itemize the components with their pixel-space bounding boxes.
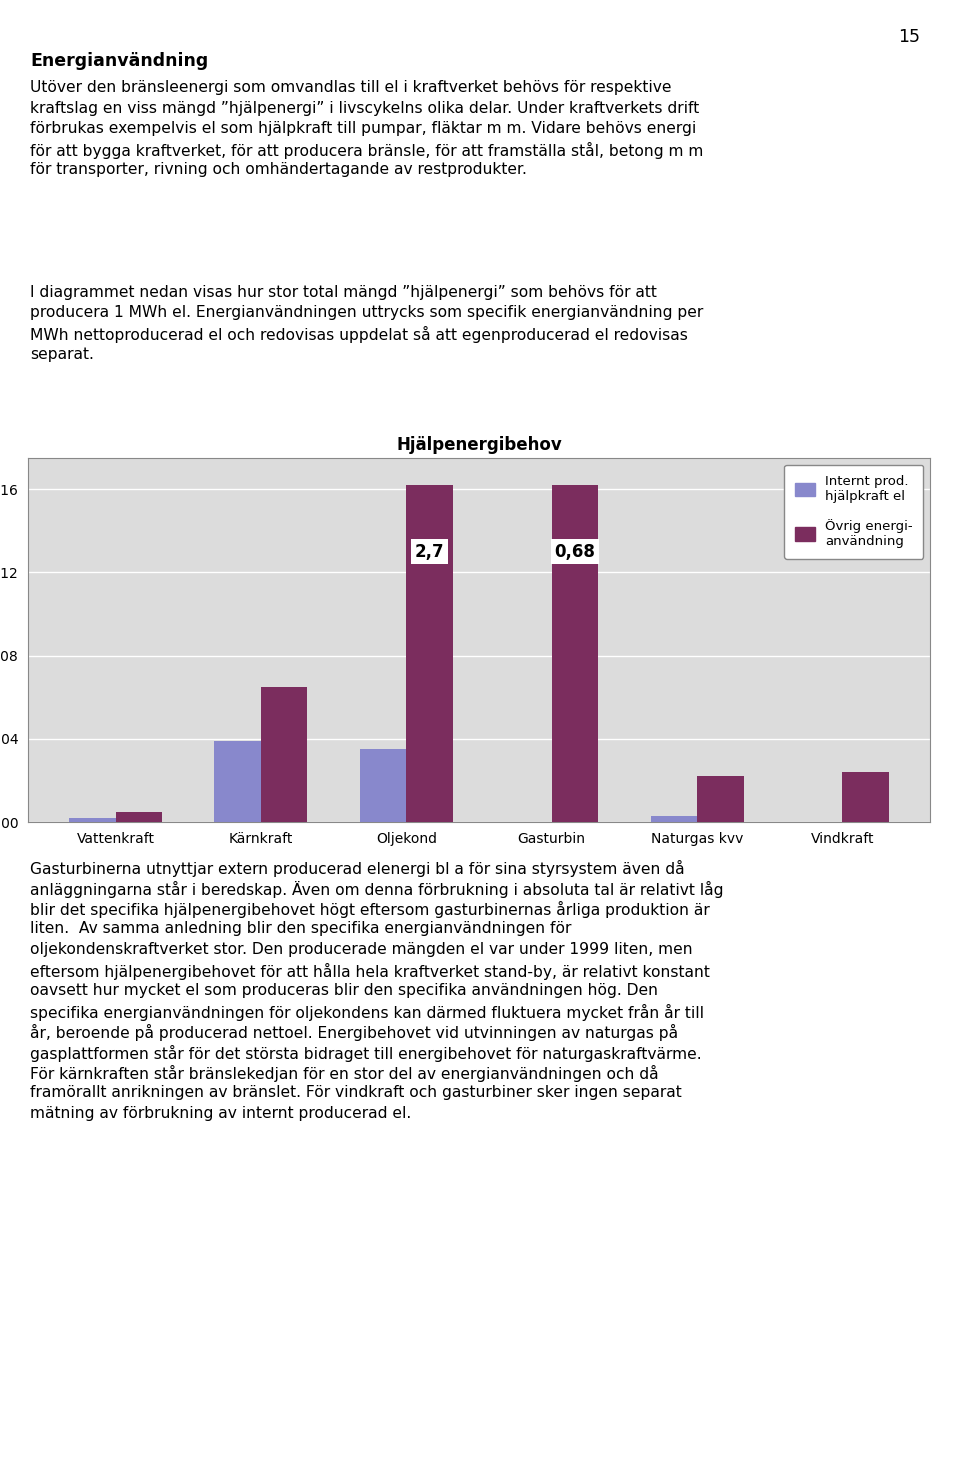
Legend: Internt prod.
hjälpkraft el, Övrig energi-
användning: Internt prod. hjälpkraft el, Övrig energ… bbox=[784, 465, 924, 558]
Text: 2,7: 2,7 bbox=[415, 542, 444, 560]
Text: oavsett hur mycket el som produceras blir den specifika användningen hög. Den: oavsett hur mycket el som produceras bli… bbox=[30, 982, 658, 999]
Text: specifika energianvändningen för oljekondens kan därmed fluktuera mycket från år: specifika energianvändningen för oljekon… bbox=[30, 1003, 704, 1020]
Text: kraftslag en viss mängd ”hjälpenergi” i livscykelns olika delar. Under kraftverk: kraftslag en viss mängd ”hjälpenergi” i … bbox=[30, 101, 699, 115]
Bar bbox=[552, 485, 598, 822]
Bar bbox=[214, 741, 261, 822]
Text: gasplattformen står för det största bidraget till energibehovet för naturgaskraf: gasplattformen står för det största bidr… bbox=[30, 1044, 702, 1061]
Text: För kärnkraften står bränslekedjan för en stor del av energianvändningen och då: För kärnkraften står bränslekedjan för e… bbox=[30, 1064, 659, 1082]
Text: separat.: separat. bbox=[30, 346, 94, 361]
Bar bbox=[843, 772, 889, 822]
Text: för transporter, rivning och omhändertagande av restprodukter.: för transporter, rivning och omhändertag… bbox=[30, 162, 527, 177]
Text: producera 1 MWh el. Energianvändningen uttrycks som specifik energianvändning pe: producera 1 MWh el. Energianvändningen u… bbox=[30, 306, 704, 320]
Text: Gasturbinerna utnyttjar extern producerad elenergi bl a för sina styrsystem även: Gasturbinerna utnyttjar extern producera… bbox=[30, 860, 684, 877]
Title: Hjälpenergibehov: Hjälpenergibehov bbox=[396, 436, 562, 453]
Text: 15: 15 bbox=[898, 28, 920, 45]
Bar bbox=[651, 816, 697, 822]
Bar bbox=[115, 811, 162, 822]
Bar bbox=[261, 687, 307, 822]
Text: eftersom hjälpenergibehovet för att hålla hela kraftverket stand-by, är relativt: eftersom hjälpenergibehovet för att håll… bbox=[30, 962, 709, 980]
Text: MWh nettoproducerad el och redovisas uppdelat så att egenproducerad el redovisas: MWh nettoproducerad el och redovisas upp… bbox=[30, 326, 688, 344]
Bar bbox=[360, 749, 406, 822]
Text: I diagrammet nedan visas hur stor total mängd ”hjälpenergi” som behövs för att: I diagrammet nedan visas hur stor total … bbox=[30, 285, 657, 300]
Text: år, beroende på producerad nettoel. Energibehovet vid utvinningen av naturgas på: år, beroende på producerad nettoel. Ener… bbox=[30, 1023, 678, 1041]
Bar bbox=[406, 485, 453, 822]
Text: för att bygga kraftverket, för att producera bränsle, för att framställa stål, b: för att bygga kraftverket, för att produ… bbox=[30, 142, 704, 158]
Bar bbox=[69, 817, 115, 822]
Text: framörallt anrikningen av bränslet. För vindkraft och gasturbiner sker ingen sep: framörallt anrikningen av bränslet. För … bbox=[30, 1085, 682, 1101]
Text: förbrukas exempelvis el som hjälpkraft till pumpar, fläktar m m. Vidare behövs e: förbrukas exempelvis el som hjälpkraft t… bbox=[30, 121, 696, 136]
Text: oljekondenskraftverket stor. Den producerade mängden el var under 1999 liten, me: oljekondenskraftverket stor. Den produce… bbox=[30, 942, 692, 958]
Text: blir det specifika hjälpenergibehovet högt eftersom gasturbinernas årliga produk: blir det specifika hjälpenergibehovet hö… bbox=[30, 901, 709, 918]
Text: mätning av förbrukning av internt producerad el.: mätning av förbrukning av internt produc… bbox=[30, 1105, 411, 1121]
Text: Energianvändning: Energianvändning bbox=[30, 53, 208, 70]
Text: liten.  Av samma anledning blir den specifika energianvändningen för: liten. Av samma anledning blir den speci… bbox=[30, 921, 571, 937]
Text: anläggningarna står i beredskap. Även om denna förbrukning i absoluta tal är rel: anläggningarna står i beredskap. Även om… bbox=[30, 880, 724, 898]
Text: Utöver den bränsleenergi som omvandlas till el i kraftverket behövs för respekti: Utöver den bränsleenergi som omvandlas t… bbox=[30, 80, 671, 95]
Bar bbox=[697, 776, 744, 822]
Text: 0,68: 0,68 bbox=[555, 542, 595, 560]
